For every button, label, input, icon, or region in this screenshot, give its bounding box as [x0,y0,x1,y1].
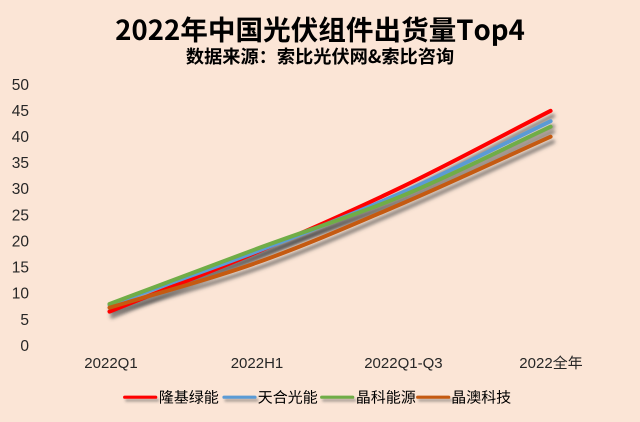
svg-text:40: 40 [12,129,30,146]
svg-text:10: 10 [12,286,30,303]
svg-text:50: 50 [12,77,30,94]
svg-text:2022Q1-Q3: 2022Q1-Q3 [364,355,442,372]
svg-text:30: 30 [12,181,30,198]
svg-text:25: 25 [12,207,29,224]
svg-text:2022H1: 2022H1 [231,355,284,372]
svg-text:15: 15 [12,260,29,277]
svg-text:35: 35 [12,155,29,172]
svg-text:0: 0 [20,338,29,355]
svg-text:45: 45 [12,103,29,120]
svg-text:20: 20 [12,234,30,251]
svg-text:2022Q1: 2022Q1 [84,355,137,372]
svg-text:5: 5 [20,312,29,329]
svg-text:2022: 2022 [519,355,552,372]
